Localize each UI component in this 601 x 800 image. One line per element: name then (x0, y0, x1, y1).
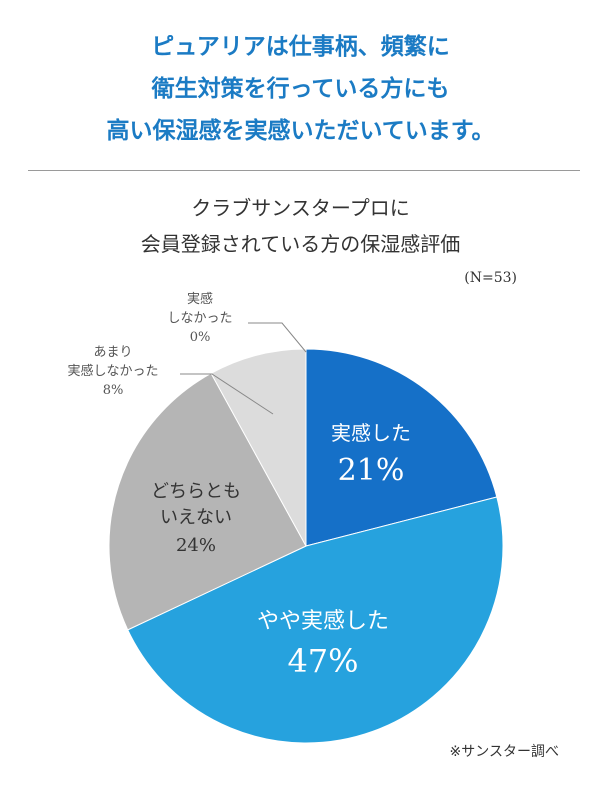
headline-line-2: 衛生対策を行っている方にも (151, 76, 450, 102)
slice-value-2: 47% (287, 642, 358, 680)
slice-label-5-line-1: 実感 (187, 291, 213, 307)
slice-value-5: 0% (190, 330, 211, 345)
divider (28, 170, 580, 171)
slice-value-1: 21% (338, 453, 405, 488)
headline-line-3: 高い保湿感を実感いただいています。 (106, 118, 495, 144)
slice-label-3-line-2: いえない (160, 507, 232, 528)
headline-line-1: ピュアリアは仕事柄、頻繁に (151, 34, 450, 60)
headline: ピュアリアは仕事柄、頻繁に 衛生対策を行っている方にも 高い保湿感を実感いただい… (0, 26, 601, 152)
pie-slice-2 (127, 496, 504, 744)
leader-line-5 (248, 322, 307, 353)
slice-label-3-line-1: どちらとも (151, 481, 241, 502)
pie-slice-3 (108, 372, 307, 631)
slice-value-4: 8% (103, 383, 124, 398)
chart-title: クラブサンスタープロに 会員登録されている方の保湿感評価 (0, 190, 601, 262)
chart-title-line-2: 会員登録されている方の保湿感評価 (140, 232, 461, 256)
slice-label-4-line-1: あまり (93, 345, 132, 360)
pie-slice-1 (305, 348, 498, 547)
chart-title-line-1: クラブサンスタープロに (191, 196, 410, 220)
slice-label-5-line-2: しなかった (167, 311, 232, 326)
leader-line-4 (180, 373, 274, 415)
slice-label-4-line-2: 実感しなかった (67, 363, 158, 379)
slice-value-3: 24% (176, 535, 216, 556)
sample-size: (N=53) (464, 270, 517, 286)
slice-label-2-line-1: やや実感した (257, 609, 389, 634)
slice-label-1-line-1: 実感した (331, 421, 411, 445)
source-note: ※サンスター調べ (449, 744, 559, 760)
